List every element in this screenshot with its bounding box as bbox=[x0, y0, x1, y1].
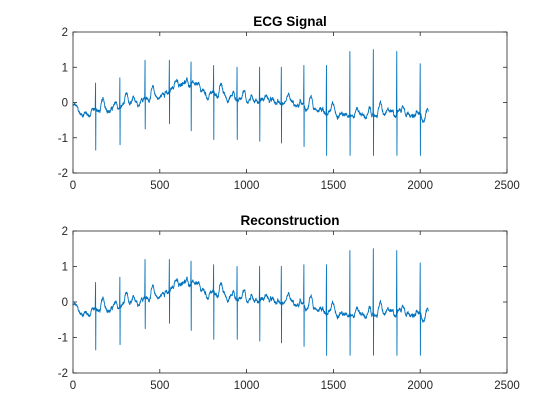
x-tick-label: 0 bbox=[70, 180, 76, 192]
x-tick-label: 2000 bbox=[407, 180, 433, 192]
subplots: 0 500 1000 1500 2000 2500 -2 -1 0 1 2 ECG Signal 0 50… bbox=[58, 14, 520, 392]
y-tick-label: -1 bbox=[58, 333, 68, 345]
y-tick-label: -2 bbox=[58, 168, 68, 180]
x-tick-label: 1000 bbox=[234, 380, 260, 392]
x-tick-label: 1000 bbox=[234, 180, 260, 192]
plot-area bbox=[73, 32, 507, 173]
x-tick-label: 500 bbox=[150, 380, 169, 392]
chart-title: ECG Signal bbox=[253, 14, 327, 29]
x-tick-label: 2000 bbox=[407, 380, 433, 392]
x-tick-label: 0 bbox=[70, 380, 76, 392]
subplot-1: 0 500 1000 1500 2000 2500 -2 -1 0 1 2 ECG Signal bbox=[58, 14, 520, 192]
x-tick-label: 1500 bbox=[321, 180, 347, 192]
x-tick-label: 2500 bbox=[494, 180, 520, 192]
signal-line bbox=[72, 49, 429, 156]
signal-line bbox=[72, 248, 429, 356]
y-tick-label: -2 bbox=[58, 368, 68, 380]
subplot-2: 0 500 1000 1500 2000 2500 -2 -1 0 1 2 Reconstructio… bbox=[58, 213, 520, 392]
y-tick-label: 0 bbox=[62, 98, 68, 110]
y-tick-label: -1 bbox=[58, 133, 68, 145]
x-tick-label: 500 bbox=[150, 180, 169, 192]
y-tick-label: 2 bbox=[62, 27, 68, 39]
x-tick-label: 2500 bbox=[494, 380, 520, 392]
chart-title: Reconstruction bbox=[240, 213, 339, 228]
plot-area bbox=[73, 231, 507, 373]
y-tick-label: 0 bbox=[62, 297, 68, 309]
y-tick-label: 1 bbox=[62, 62, 68, 74]
y-tick-label: 1 bbox=[62, 262, 68, 274]
y-tick-label: 2 bbox=[62, 226, 68, 238]
x-tick-label: 1500 bbox=[321, 380, 347, 392]
